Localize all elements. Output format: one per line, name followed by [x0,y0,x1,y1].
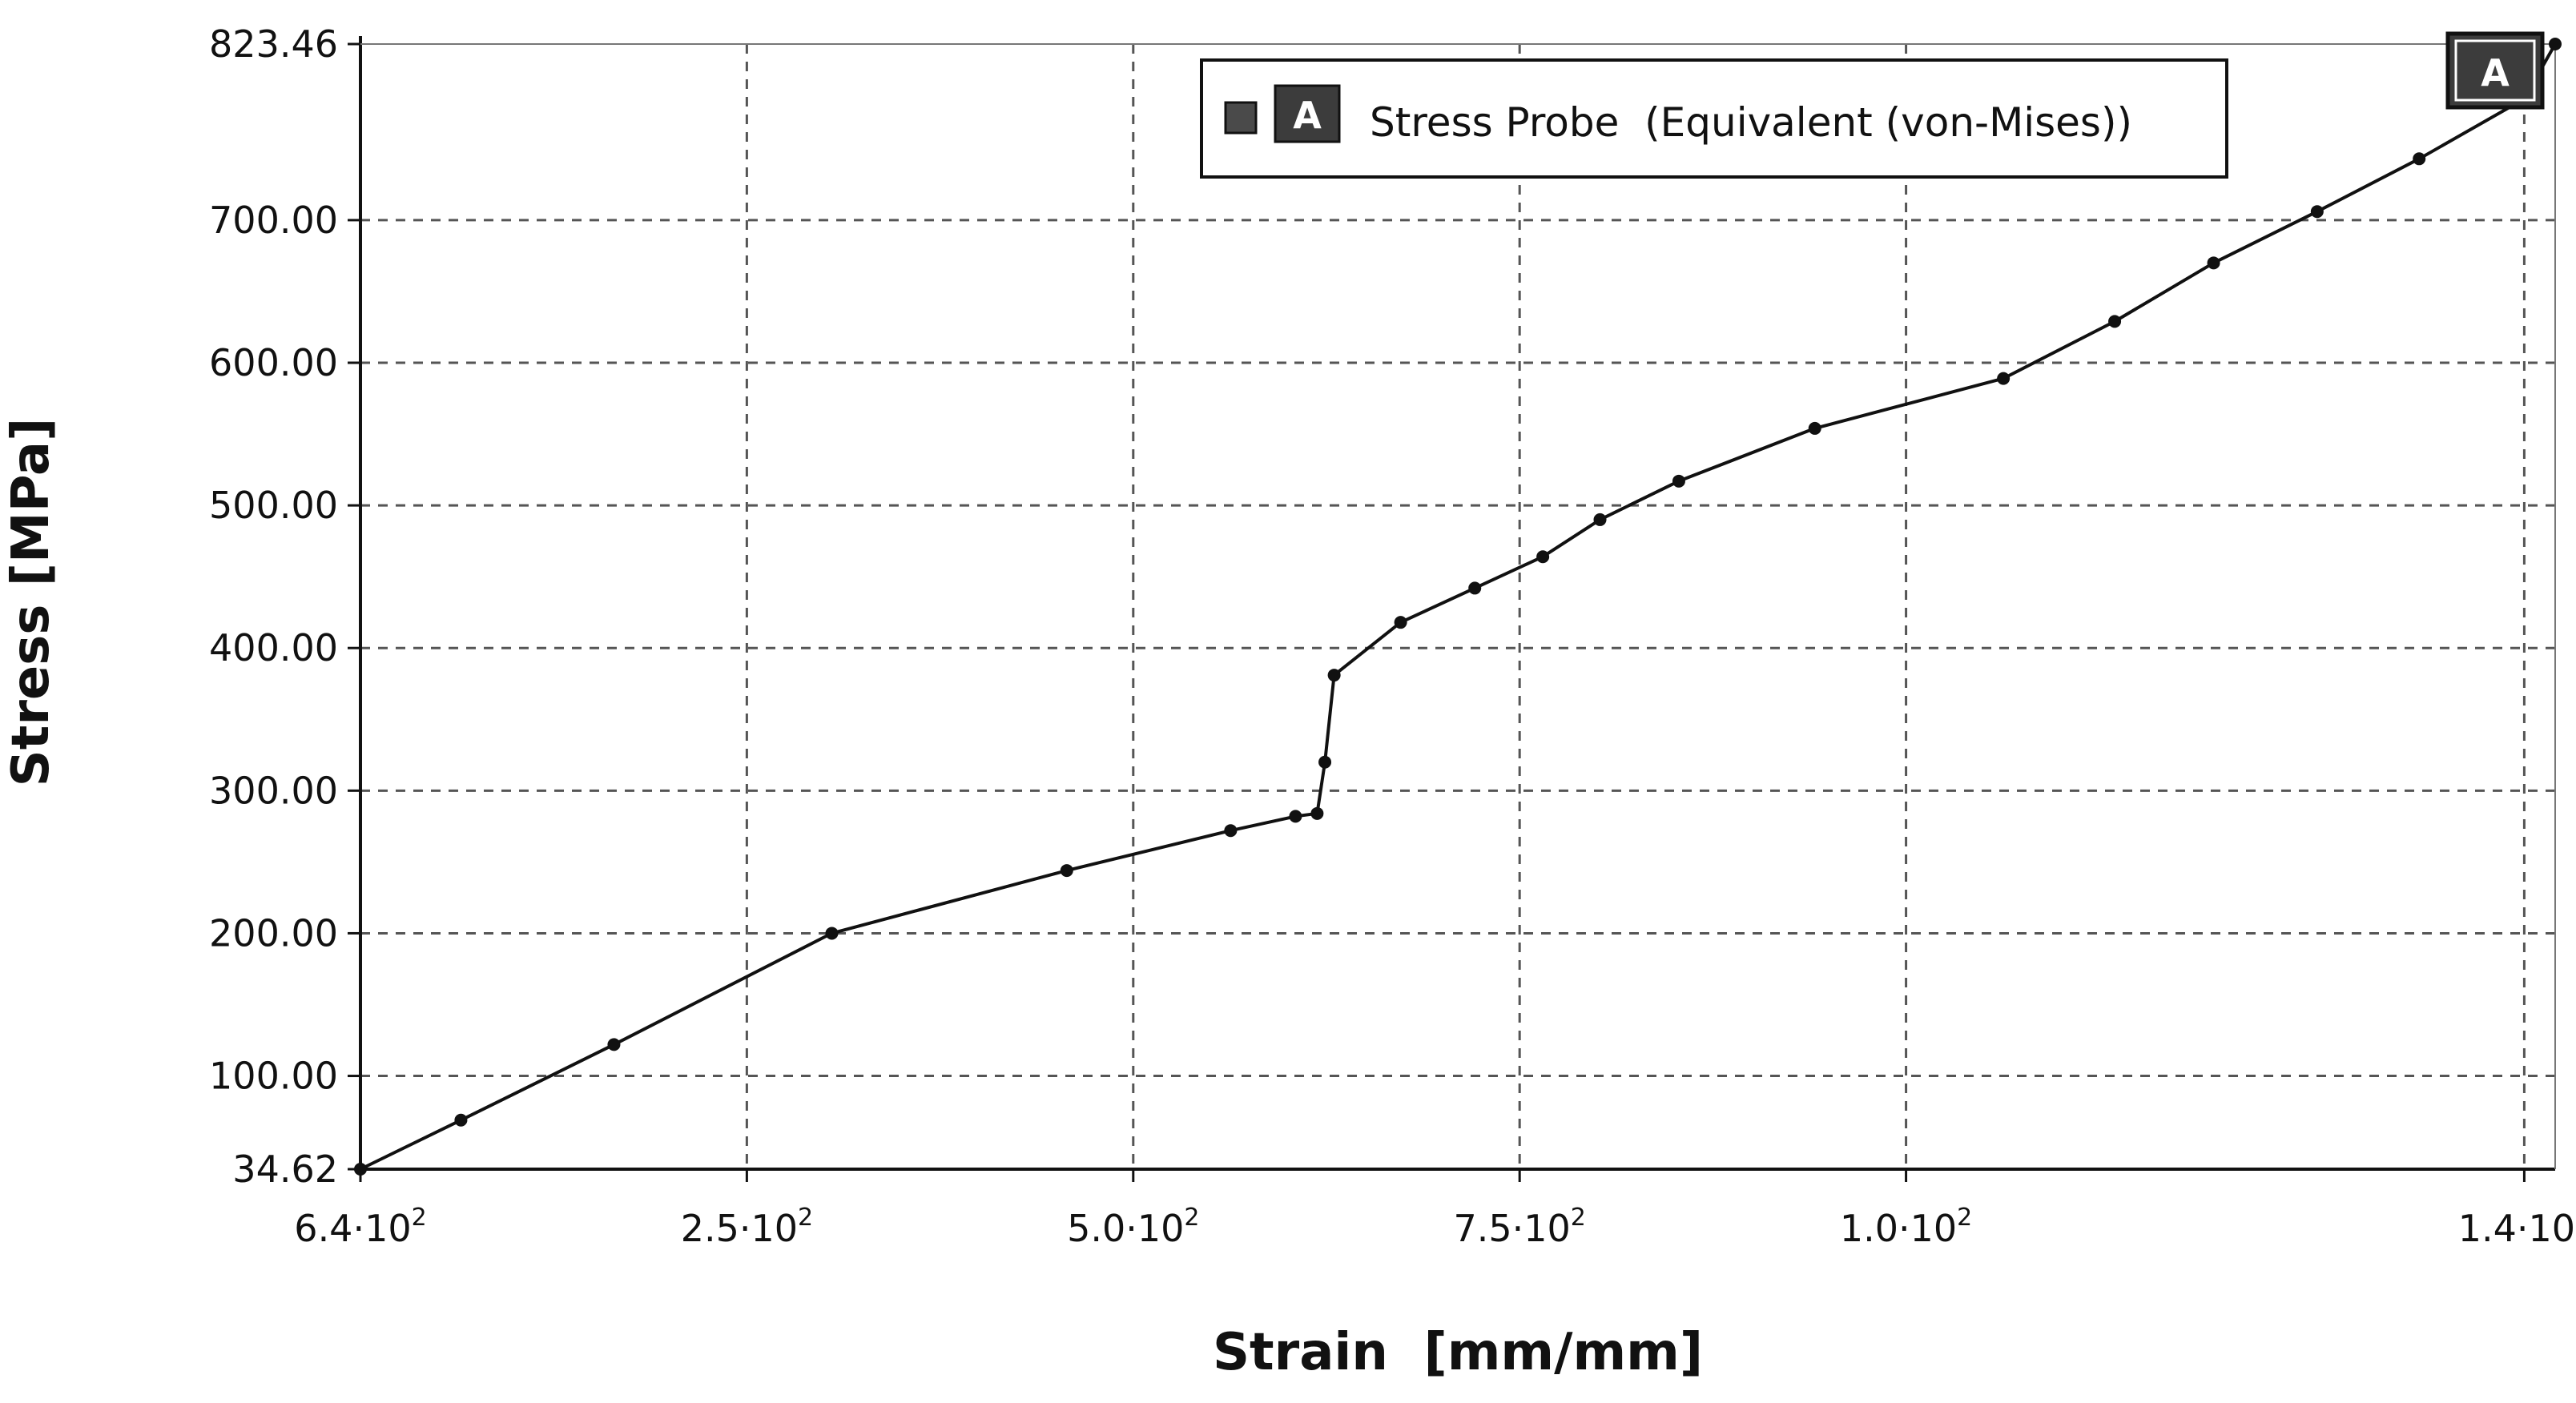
plot-frame [348,36,2556,1182]
data-point [1997,372,2010,385]
series-line [360,43,2557,1171]
x-tick-label: 2.5·102 [681,1204,813,1250]
legend-badge-letter: A [1293,94,1322,137]
probe-marker-inner [2454,39,2536,102]
data-point [1318,755,1332,769]
data-point [1060,864,1073,878]
probe-marker: A [2445,31,2545,110]
legend-swatch [1224,101,1258,135]
y-tick-label: 600.00 [209,341,338,384]
legend: A Stress Probe (Equivalent (von-Mises)) [1200,58,2228,179]
data-point [1808,421,1821,435]
x-tick-label: 6.4·102 [294,1204,426,1250]
data-point [2549,38,2562,50]
y-tick-label: 34.62 [232,1148,338,1191]
x-tick-labels: 6.4·102 2.5·102 5.0·102 7.5·102 1.0·102 1.4·1… [294,1204,2576,1250]
data-point [1468,581,1482,595]
probe-marker-letter: A [2481,51,2510,94]
x-tick-label: 1.4·102 [2458,1204,2576,1250]
y-tick-label: 700.00 [209,199,338,242]
y-tick-label: 300.00 [209,769,338,812]
grid-lines [360,44,2555,1169]
y-tick-labels: 34.62 100.00 200.00 300.00 400.00 500.00 600.0… [209,22,338,1191]
legend-series-name: Stress Probe (Equivalent (von-Mises)) [1370,99,2132,146]
data-point [454,1113,468,1127]
y-tick-label: 400.00 [209,626,338,669]
y-tick-label: 100.00 [209,1055,338,1098]
probe-marker-box [2445,31,2545,110]
data-point [1536,550,1550,564]
y-axis-title: Stress [MPa] [2,418,61,787]
y-tick-label: 200.00 [209,911,338,955]
data-point [354,1163,367,1176]
series-layer [354,38,2562,1176]
data-point [1224,824,1238,838]
data-point [2207,256,2220,270]
x-axis-title: Strain [mm/mm] [1213,1323,1703,1382]
legend-badge [1274,84,1341,143]
x-tick-label: 1.0·102 [1840,1204,1972,1250]
data-point [1672,474,1685,488]
data-point [2108,315,2122,328]
data-point [607,1038,621,1051]
x-tick-label: 7.5·102 [1453,1204,1585,1250]
x-tick-label: 5.0·102 [1067,1204,1199,1250]
data-point [2310,205,2324,219]
data-point [825,927,839,940]
data-point [1289,810,1302,823]
data-point [1593,513,1607,526]
data-point [1310,806,1324,820]
data-point [1394,616,1407,629]
data-point [2413,152,2426,166]
y-tick-label: 500.00 [209,484,338,527]
legend-box [1200,58,2228,179]
data-point [1327,669,1341,682]
y-tick-label: 823.46 [209,22,338,66]
